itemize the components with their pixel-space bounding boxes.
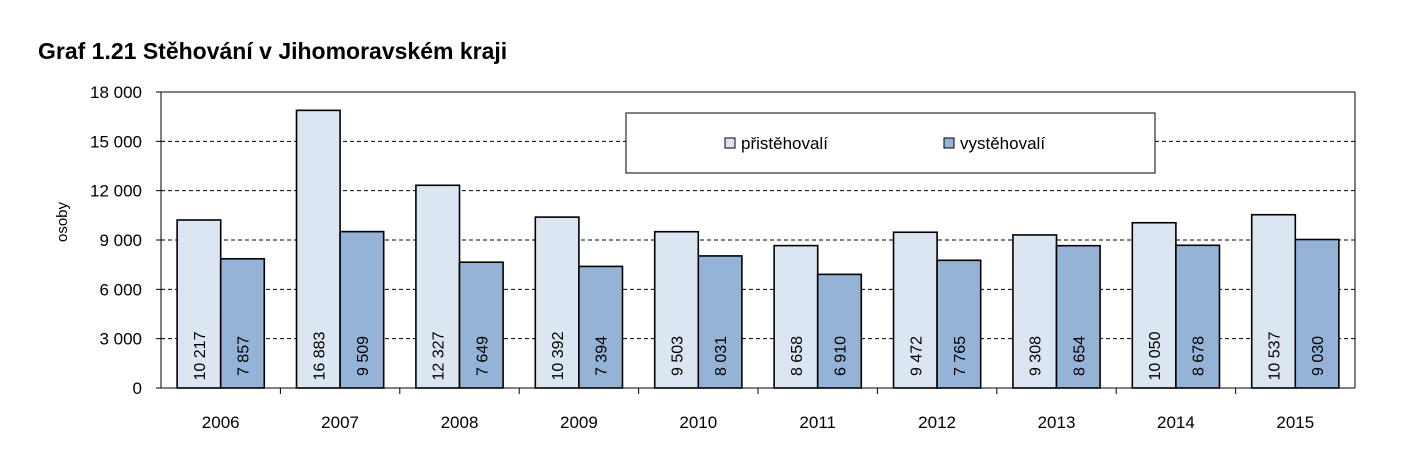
bar [458,261,504,389]
bars [176,109,1340,389]
y-tick-label: 15 000 [90,132,142,151]
x-tick-label: 2015 [1276,413,1314,432]
data-label: 7 394 [594,336,611,376]
y-tick-label: 6 000 [99,280,142,299]
data-label: 8 031 [713,336,730,376]
bar [176,219,222,389]
data-label: 8 678 [1191,336,1208,376]
y-tick-labels: 0 3 000 6 000 9 000 12 000 15 000 18 000 [90,83,142,398]
data-label: 8 654 [1071,336,1088,376]
data-label: 12 327 [431,331,448,380]
x-tick-label: 2013 [1038,413,1076,432]
bar [339,230,385,389]
data-label: 9 472 [908,336,925,376]
legend-box [625,112,1156,174]
x-tick-label: 2008 [441,413,479,432]
y-tick-label: 3 000 [99,330,142,349]
data-label: 8 658 [789,336,806,376]
data-label: 7 649 [474,336,491,376]
y-tick-label: 18 000 [90,83,142,102]
x-tick-label: 2006 [202,413,240,432]
data-label: 10 392 [550,331,567,380]
bar [1131,221,1177,389]
x-tick-labels: 2006 2007 2008 2009 2010 2011 2012 2013 2014 2015 [202,413,1314,432]
bar [936,259,982,389]
bar [1250,213,1297,389]
chart-title: Graf 1.21 Stěhování v Jihomoravském kraj… [38,38,508,64]
data-labels: 10 217 7 857 16 883 9 509 12 327 7 649 10 392 7… [192,331,1327,380]
bar [1294,238,1340,389]
y-axis-label: osoby [54,201,71,242]
y-tick-label: 12 000 [90,182,142,201]
data-label: 10 217 [192,331,209,380]
y-tick-label: 9 000 [99,231,142,250]
x-tick-label: 2009 [560,413,598,432]
y-tick-label: 0 [133,379,142,398]
data-label: 9 308 [1028,336,1045,376]
bar [1055,244,1101,389]
data-label: 9 503 [670,336,687,376]
bar [1012,234,1058,389]
data-label: 6 910 [832,336,849,376]
data-label: 7 857 [235,336,252,376]
x-tick-label: 2012 [918,413,956,432]
x-tick-label: 2010 [679,413,717,432]
legend: přistěhovalí vystěhovalí [625,112,1156,174]
bar [892,231,938,389]
legend-label-vystehovali: vystěhovalí [960,134,1045,153]
data-label: 7 765 [952,336,969,376]
x-tick-label: 2011 [799,413,836,432]
x-tick-label: 2007 [321,413,359,432]
axes [160,91,1356,389]
bar [534,216,580,389]
data-label: 9 030 [1310,336,1327,376]
data-label: 9 509 [355,336,372,376]
legend-swatch-vystehovali [943,137,955,149]
legend-swatch-prisetehovali [724,137,736,149]
data-label: 16 883 [311,331,328,380]
legend-label-prisetehovali: přistěhovalí [741,134,828,153]
data-label: 10 050 [1147,331,1164,380]
x-tick-label: 2014 [1157,413,1195,432]
data-label: 10 537 [1267,331,1284,380]
